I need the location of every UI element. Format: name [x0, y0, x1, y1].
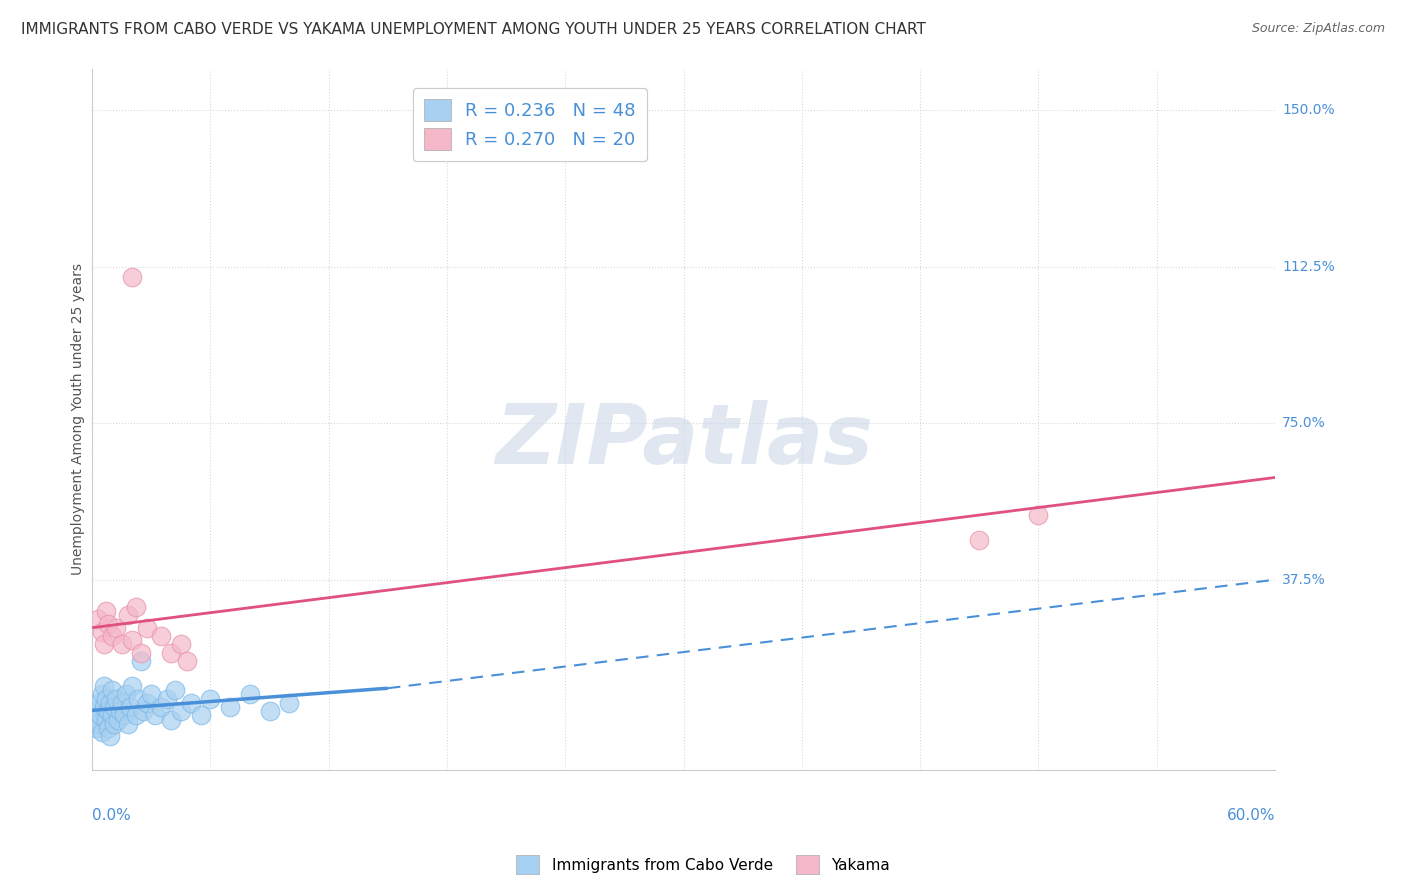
- Y-axis label: Unemployment Among Youth under 25 years: Unemployment Among Youth under 25 years: [72, 263, 86, 575]
- Point: [97, 721, 120, 735]
- Point: [103, 700, 125, 714]
- Point: [180, 696, 202, 710]
- Point: [101, 708, 124, 723]
- Point: [87, 612, 110, 626]
- Point: [124, 599, 146, 614]
- Point: [143, 708, 166, 723]
- Point: [118, 700, 141, 714]
- Point: [160, 646, 183, 660]
- Text: 150.0%: 150.0%: [1282, 103, 1334, 117]
- Point: [91, 688, 114, 702]
- Point: [156, 691, 179, 706]
- Point: [239, 688, 262, 702]
- Point: [107, 713, 129, 727]
- Point: [170, 704, 193, 718]
- Point: [219, 700, 242, 714]
- Point: [150, 700, 173, 714]
- Point: [108, 704, 131, 718]
- Point: [121, 679, 143, 693]
- Point: [127, 691, 149, 706]
- Point: [87, 716, 110, 731]
- Text: Source: ZipAtlas.com: Source: ZipAtlas.com: [1251, 22, 1385, 36]
- Point: [94, 691, 117, 706]
- Point: [83, 713, 105, 727]
- Point: [93, 637, 115, 651]
- Text: ZIPatlas: ZIPatlas: [495, 400, 873, 481]
- Point: [98, 729, 121, 743]
- Point: [112, 708, 135, 723]
- Text: 37.5%: 37.5%: [1282, 573, 1326, 587]
- Point: [111, 637, 134, 651]
- Point: [84, 704, 107, 718]
- Point: [200, 691, 222, 706]
- Point: [104, 691, 127, 706]
- Point: [93, 700, 115, 714]
- Point: [94, 713, 117, 727]
- Point: [114, 688, 136, 702]
- Point: [170, 637, 193, 651]
- Point: [131, 646, 153, 660]
- Point: [93, 679, 115, 693]
- Point: [132, 704, 155, 718]
- Point: [150, 629, 173, 643]
- Point: [97, 616, 120, 631]
- Text: 0.0%: 0.0%: [93, 808, 131, 823]
- Point: [259, 704, 281, 718]
- Point: [969, 533, 991, 547]
- Point: [84, 721, 107, 735]
- Text: 112.5%: 112.5%: [1282, 260, 1334, 274]
- Point: [97, 704, 120, 718]
- Point: [98, 696, 121, 710]
- Point: [101, 683, 124, 698]
- Point: [131, 654, 153, 668]
- Point: [176, 654, 198, 668]
- Text: 75.0%: 75.0%: [1282, 417, 1326, 430]
- Point: [163, 683, 186, 698]
- Point: [278, 696, 301, 710]
- Point: [117, 716, 139, 731]
- Point: [103, 716, 125, 731]
- Text: IMMIGRANTS FROM CABO VERDE VS YAKAMA UNEMPLOYMENT AMONG YOUTH UNDER 25 YEARS COR: IMMIGRANTS FROM CABO VERDE VS YAKAMA UNE…: [21, 22, 927, 37]
- Point: [111, 696, 134, 710]
- Point: [94, 604, 117, 618]
- Point: [91, 624, 114, 639]
- Point: [141, 688, 163, 702]
- Point: [91, 725, 114, 739]
- Point: [1028, 508, 1050, 522]
- Point: [136, 621, 159, 635]
- Point: [87, 696, 110, 710]
- Point: [160, 713, 183, 727]
- Point: [104, 621, 127, 635]
- Point: [101, 629, 124, 643]
- Point: [121, 270, 143, 285]
- Point: [117, 608, 139, 623]
- Point: [190, 708, 212, 723]
- Point: [136, 696, 159, 710]
- Point: [121, 633, 143, 648]
- Point: [124, 708, 146, 723]
- Legend: R = 0.236   N = 48, R = 0.270   N = 20: R = 0.236 N = 48, R = 0.270 N = 20: [413, 88, 647, 161]
- Text: 60.0%: 60.0%: [1226, 808, 1275, 823]
- Point: [89, 708, 111, 723]
- Legend: Immigrants from Cabo Verde, Yakama: Immigrants from Cabo Verde, Yakama: [510, 849, 896, 880]
